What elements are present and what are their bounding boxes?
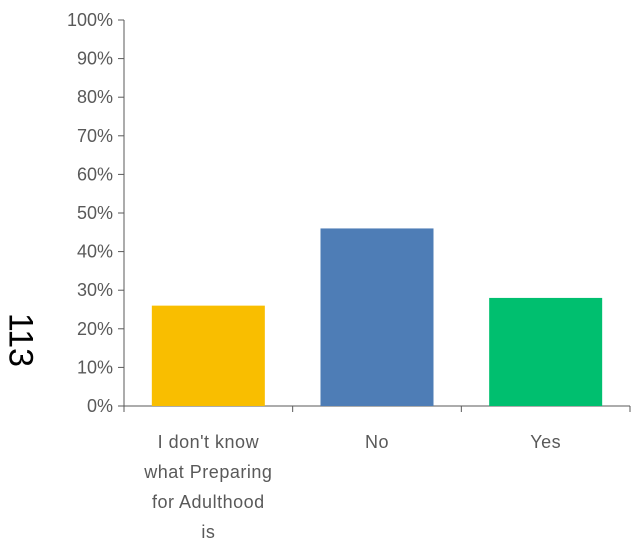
y-tick-label: 40%	[77, 242, 113, 262]
side-label-text: 113	[1, 312, 40, 368]
x-axis	[123, 405, 631, 412]
y-tick-label: 100%	[67, 10, 113, 30]
category-label-line: for Adulthood	[152, 492, 265, 512]
y-tick-label: 30%	[77, 280, 113, 300]
y-tick-label: 20%	[77, 319, 113, 339]
bars	[151, 228, 603, 406]
category-labels: I don't know what Preparing for Adulthood i…	[143, 432, 561, 542]
bar-3	[489, 297, 603, 406]
y-tick-label: 60%	[77, 164, 113, 184]
category-label-line: I don't know	[158, 432, 260, 452]
y-tick-label: 0%	[87, 396, 113, 416]
y-tick-label: 90%	[77, 49, 113, 69]
bar-2	[320, 228, 434, 406]
y-tick-label: 80%	[77, 87, 113, 107]
y-tick-label: 70%	[77, 126, 113, 146]
bar-1	[151, 305, 265, 406]
category-label-2: No	[365, 432, 389, 452]
category-label-3: Yes	[530, 432, 561, 452]
category-label-1: I don't know what Preparing for Adulthood i…	[143, 432, 272, 542]
side-label: 113	[1, 300, 40, 380]
category-label-line: is	[201, 522, 215, 542]
category-label-line: Yes	[530, 432, 561, 452]
category-label-line: No	[365, 432, 389, 452]
y-tick-label: 50%	[77, 203, 113, 223]
category-label-line: what Preparing	[143, 462, 272, 482]
y-axis: 0% 10% 20% 30% 40% 50% 60% 70% 80% 90% 100%	[67, 10, 125, 416]
y-tick-label: 10%	[77, 357, 113, 377]
